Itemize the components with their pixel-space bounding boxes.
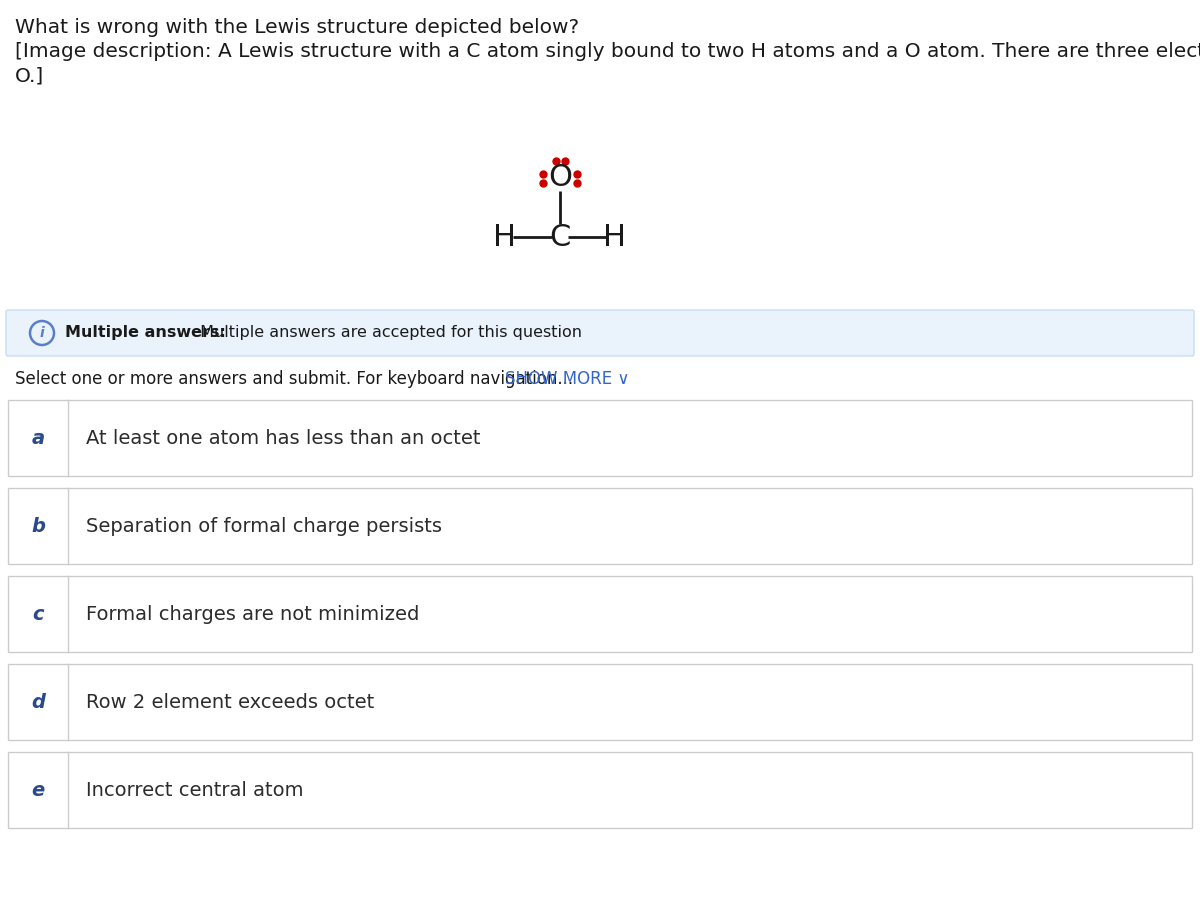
Text: Select one or more answers and submit. For keyboard navigation...: Select one or more answers and submit. F… <box>14 370 578 388</box>
Text: H: H <box>604 223 626 252</box>
Text: [Image description: A Lewis structure with a C atom singly bound to two H atoms : [Image description: A Lewis structure wi… <box>14 42 1200 61</box>
Text: What is wrong with the Lewis structure depicted below?: What is wrong with the Lewis structure d… <box>14 18 580 37</box>
Text: Formal charges are not minimized: Formal charges are not minimized <box>86 604 419 623</box>
FancyBboxPatch shape <box>8 752 1192 828</box>
Text: O.]: O.] <box>14 66 44 85</box>
Text: Incorrect central atom: Incorrect central atom <box>86 780 304 799</box>
Text: Separation of formal charge persists: Separation of formal charge persists <box>86 517 442 536</box>
FancyBboxPatch shape <box>6 310 1194 356</box>
FancyBboxPatch shape <box>8 400 1192 476</box>
Text: Row 2 element exceeds octet: Row 2 element exceeds octet <box>86 693 374 712</box>
FancyBboxPatch shape <box>8 664 1192 740</box>
Text: b: b <box>31 517 46 536</box>
Text: C: C <box>550 223 571 252</box>
FancyBboxPatch shape <box>8 576 1192 652</box>
Text: i: i <box>40 326 44 340</box>
Text: Multiple answers:: Multiple answers: <box>65 326 226 340</box>
Text: SHOW MORE ∨: SHOW MORE ∨ <box>505 370 630 388</box>
Text: c: c <box>32 604 43 623</box>
Text: H: H <box>493 223 516 252</box>
FancyBboxPatch shape <box>8 488 1192 564</box>
Text: a: a <box>31 428 44 447</box>
Text: d: d <box>31 693 46 712</box>
Text: At least one atom has less than an octet: At least one atom has less than an octet <box>86 428 480 447</box>
Text: Multiple answers are accepted for this question: Multiple answers are accepted for this q… <box>194 326 582 340</box>
Text: O: O <box>548 163 572 192</box>
Text: e: e <box>31 780 44 799</box>
